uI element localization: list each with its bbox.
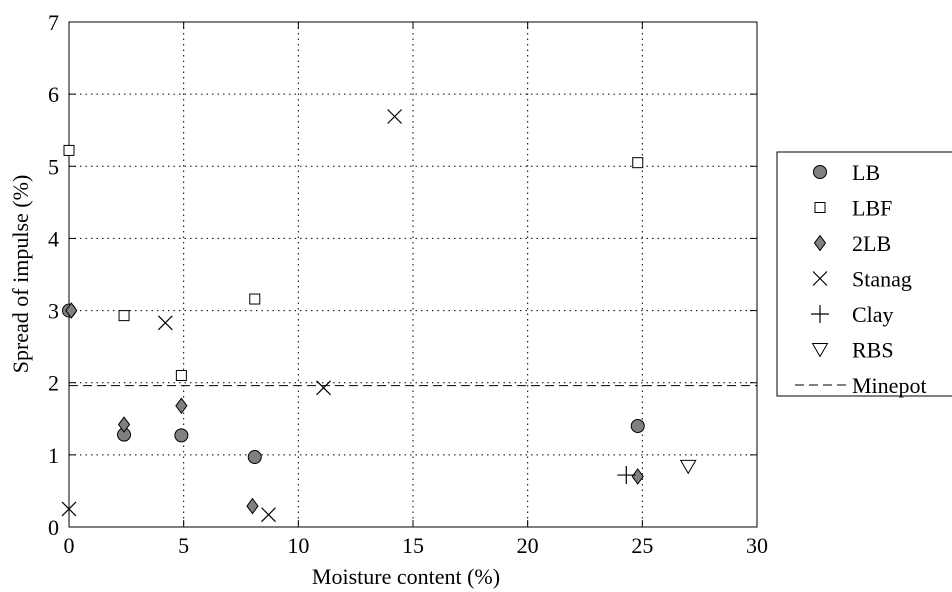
- legend-swatch-rbs: [811, 343, 829, 358]
- point-stanag: [261, 507, 276, 523]
- y-tick-label: 6: [48, 82, 59, 107]
- y-tick-label: 1: [48, 443, 59, 468]
- legend-label-minepot: Minepot: [852, 373, 927, 398]
- legend-swatch-stanag: [812, 271, 828, 286]
- data-markers: [61, 109, 697, 523]
- legend-label-lb: LB: [852, 160, 880, 185]
- point-lbf: [175, 370, 187, 381]
- point-lb: [174, 428, 189, 443]
- point-2lb: [117, 416, 131, 433]
- point-lbf: [249, 293, 261, 305]
- point-2lb: [65, 302, 78, 319]
- x-tick-label: 10: [287, 533, 309, 558]
- x-tick-label: 0: [64, 533, 75, 558]
- y-tick-label: 3: [48, 299, 59, 324]
- x-tick-label: 30: [746, 533, 768, 558]
- point-2lb: [246, 497, 259, 515]
- x-axis-label: Moisture content (%): [312, 564, 500, 589]
- point-lb: [630, 419, 645, 433]
- legend-label-rbs: RBS: [852, 338, 894, 363]
- grid: [69, 22, 757, 527]
- x-tick-label: 25: [631, 533, 653, 558]
- legend-label-2lb: 2LB: [852, 231, 891, 256]
- point-2lb: [175, 397, 188, 415]
- point-2lb: [631, 468, 644, 485]
- legend-label-lbf: LBF: [852, 196, 892, 221]
- legend-swatch-lbf: [814, 202, 826, 213]
- point-rbs: [679, 459, 697, 475]
- y-axis-label: Spread of impulse (%): [8, 175, 33, 374]
- point-stanag: [157, 315, 173, 331]
- point-stanag: [316, 380, 331, 396]
- point-lbf: [118, 310, 130, 322]
- legend-swatch-2lb: [813, 234, 827, 252]
- point-stanag: [387, 109, 403, 124]
- ticks: 0 5 10 15 20 25 30 0 1 2 3 4 5 6 7: [48, 10, 768, 558]
- legend: LB LBF 2LB Stanag Clay RBS Minepot: [776, 151, 952, 398]
- point-lbf: [63, 144, 75, 156]
- legend-label-clay: Clay: [852, 302, 894, 327]
- y-tick-label: 5: [48, 154, 59, 179]
- y-tick-label: 2: [48, 371, 59, 396]
- point-lb: [247, 450, 262, 465]
- legend-swatch-lb: [813, 165, 827, 179]
- x-tick-label: 15: [402, 533, 424, 558]
- y-tick-label: 7: [48, 10, 59, 35]
- y-tick-label: 4: [48, 226, 59, 251]
- legend-swatch-clay: [811, 305, 829, 323]
- y-tick-label: 0: [48, 515, 59, 540]
- x-tick-label: 5: [178, 533, 189, 558]
- x-tick-label: 20: [517, 533, 539, 558]
- legend-box: [776, 151, 952, 397]
- legend-label-stanag: Stanag: [852, 267, 912, 292]
- point-lbf: [632, 157, 644, 169]
- point-clay: [617, 466, 636, 485]
- point-stanag: [61, 501, 77, 517]
